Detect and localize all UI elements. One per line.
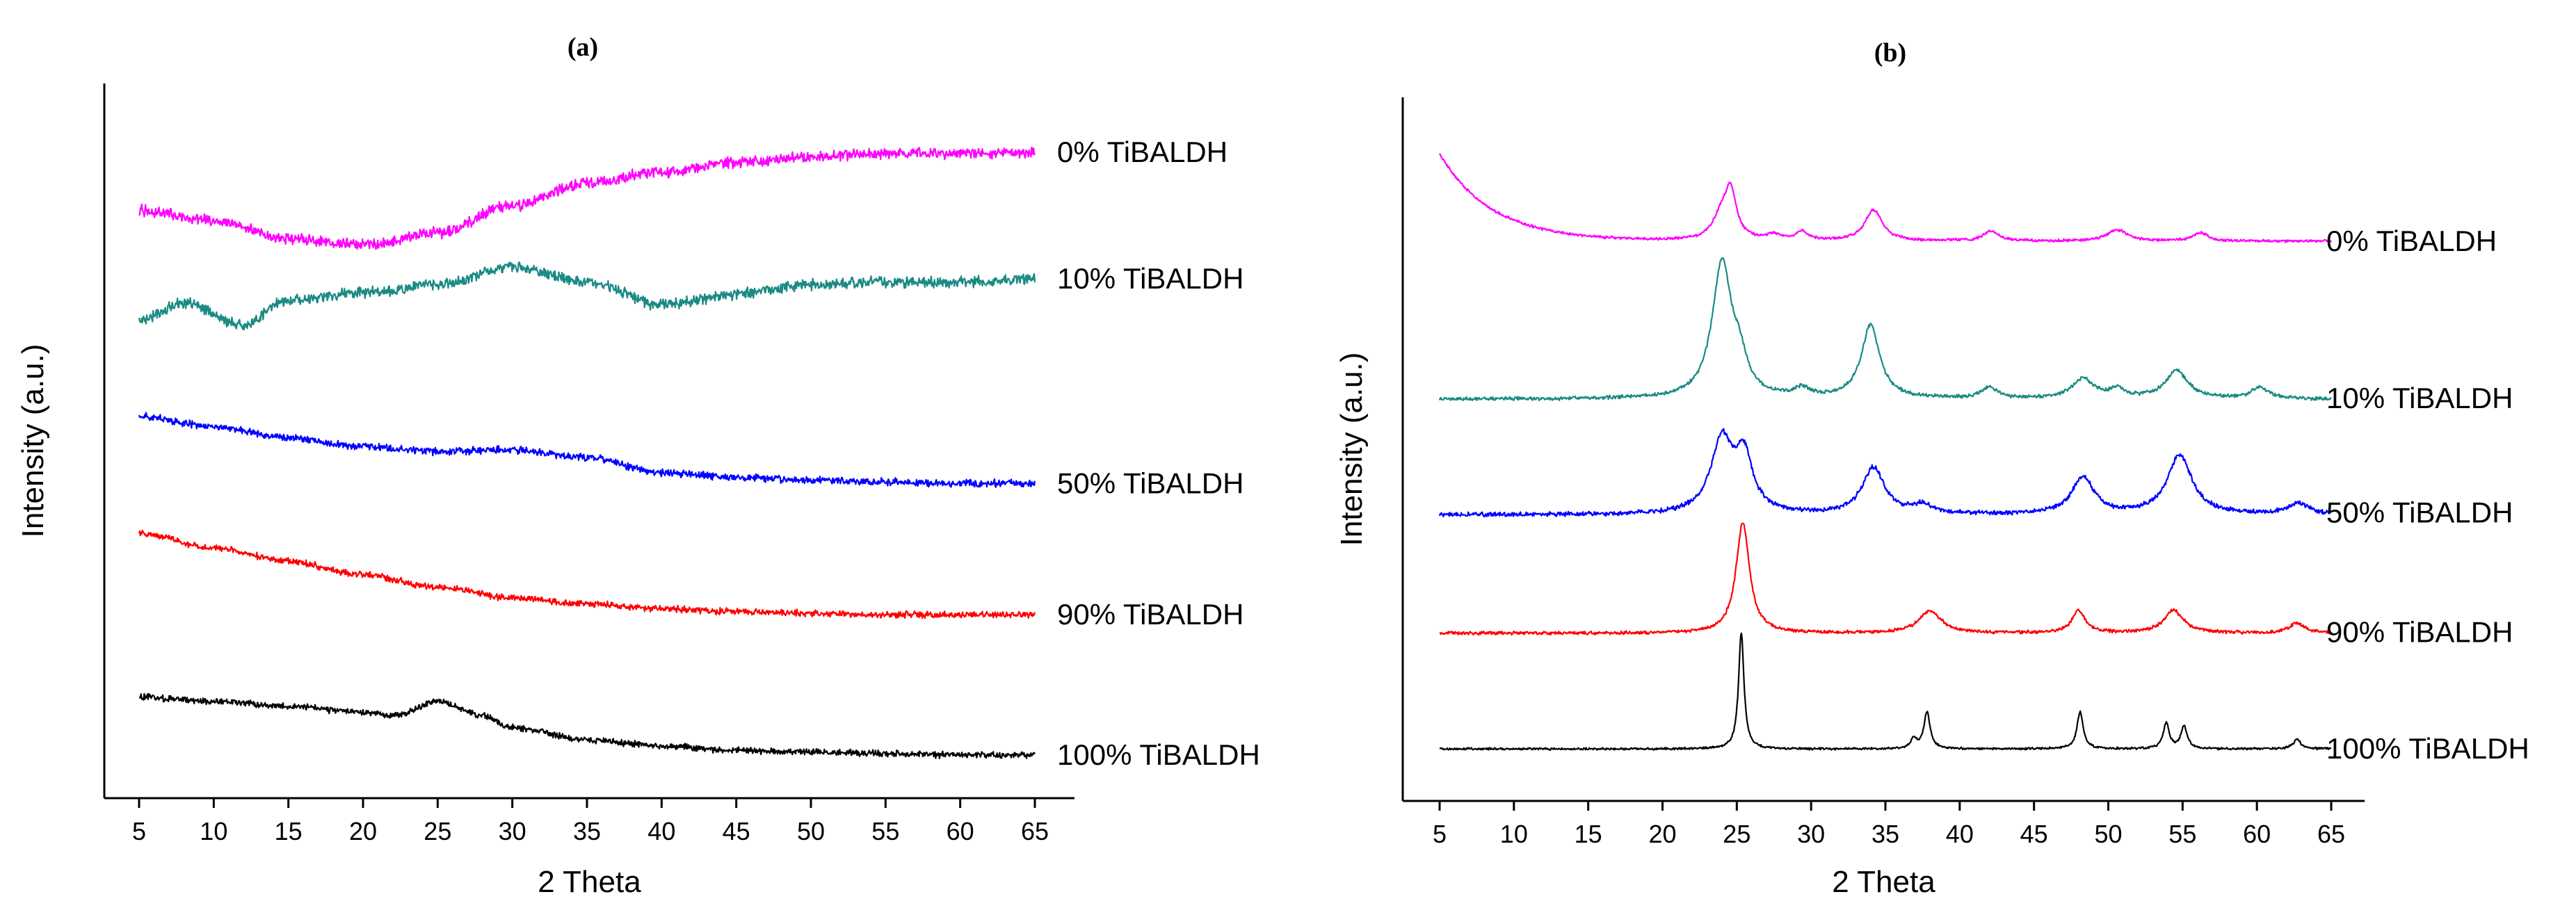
panel-a-series-line-1 xyxy=(138,146,1036,250)
panel-b-series-label-3: 50% TiBALDH xyxy=(2326,496,2513,528)
panel-a-y-axis-label: Intensity (a.u.) xyxy=(16,344,50,538)
panel-b-x-tick-label: 60 xyxy=(2243,820,2271,848)
panel-b-x-tick-label: 10 xyxy=(1500,820,1528,848)
panel-a-series-line-2 xyxy=(138,261,1036,331)
panel-b-x-tick-label: 35 xyxy=(1871,820,1899,848)
panel-b-title: (b) xyxy=(1874,38,1906,67)
panel-b-series-line-3 xyxy=(1438,428,2332,518)
panel-b-series-line-4 xyxy=(1439,522,2332,636)
panel-b-series-label-5: 100% TiBALDH xyxy=(2326,732,2529,765)
panel-b-x-tick-label: 55 xyxy=(2168,820,2196,848)
panel-a-title: (a) xyxy=(567,33,598,62)
panel-a-series-line-5 xyxy=(138,692,1036,760)
panel-b-x-tick-label: 25 xyxy=(1723,820,1750,848)
panel-a-series-line-4 xyxy=(138,529,1036,619)
panel-a-x-tick-label: 20 xyxy=(349,817,377,845)
panel-a-chart: (a) 5 10 15 20 25 30 35 40 45 50 55 60 65 2 Theta Inten… xyxy=(16,33,1260,899)
panel-a-x-tick-label: 55 xyxy=(871,817,899,845)
panel-b-series-line-2 xyxy=(1438,257,2332,402)
panel-a-series-line-3 xyxy=(138,412,1036,488)
panel-b-series-line-1 xyxy=(1438,153,2333,243)
panel-a-series-label-1: 0% TiBALDH xyxy=(1057,136,1227,168)
panel-b-x-axis-label: 2 Theta xyxy=(1832,865,1935,899)
panel-a-x-tick-label: 45 xyxy=(723,817,750,845)
panel-b-x-tick-label: 5 xyxy=(1433,820,1447,848)
panel-a-x-tick-label: 10 xyxy=(200,817,227,845)
panel-a-series-label-2: 10% TiBALDH xyxy=(1057,262,1243,295)
panel-a-x-tick-label: 25 xyxy=(424,817,451,845)
panel-b-x-tick-label: 30 xyxy=(1797,820,1825,848)
panel-b-x-tick-label: 65 xyxy=(2317,820,2345,848)
panel-a-x-tick-label: 35 xyxy=(573,817,601,845)
panel-b-x-tick-label: 15 xyxy=(1575,820,1602,848)
panel-a-series-label-4: 90% TiBALDH xyxy=(1057,598,1243,631)
panel-a-series-label-5: 100% TiBALDH xyxy=(1057,738,1260,771)
panel-a-x-tick-label: 65 xyxy=(1021,817,1049,845)
panel-b-x-tick-label: 20 xyxy=(1648,820,1676,848)
panel-a-x-tick-label: 40 xyxy=(647,817,675,845)
panel-b-y-axis-label: Intensity (a.u.) xyxy=(1335,352,1369,546)
panel-a-x-axis-label: 2 Theta xyxy=(538,865,641,899)
panel-a-x-tick-label: 50 xyxy=(797,817,825,845)
panel-b-series-line-5 xyxy=(1439,632,2332,752)
panel-b-x-tick-label: 40 xyxy=(1946,820,1974,848)
panel-a-x-tick-label: 5 xyxy=(132,817,146,845)
panel-a-x-tick-label: 15 xyxy=(275,817,303,845)
panel-a-x-tick-label: 60 xyxy=(947,817,974,845)
panel-b-x-tick-label: 45 xyxy=(2020,820,2048,848)
panel-b-x-tick-label: 50 xyxy=(2094,820,2122,848)
panel-b-series-label-2: 10% TiBALDH xyxy=(2326,382,2513,414)
panel-b-chart: (b) 5 10 15 20 25 30 35 40 45 50 55 60 65 2 Theta Inten… xyxy=(1335,38,2529,899)
panel-b-series-label-4: 90% TiBALDH xyxy=(2326,616,2513,649)
panel-a-x-tick-label: 30 xyxy=(499,817,526,845)
panel-a-series-label-3: 50% TiBALDH xyxy=(1057,467,1243,499)
panel-b-series-label-1: 0% TiBALDH xyxy=(2326,225,2497,257)
